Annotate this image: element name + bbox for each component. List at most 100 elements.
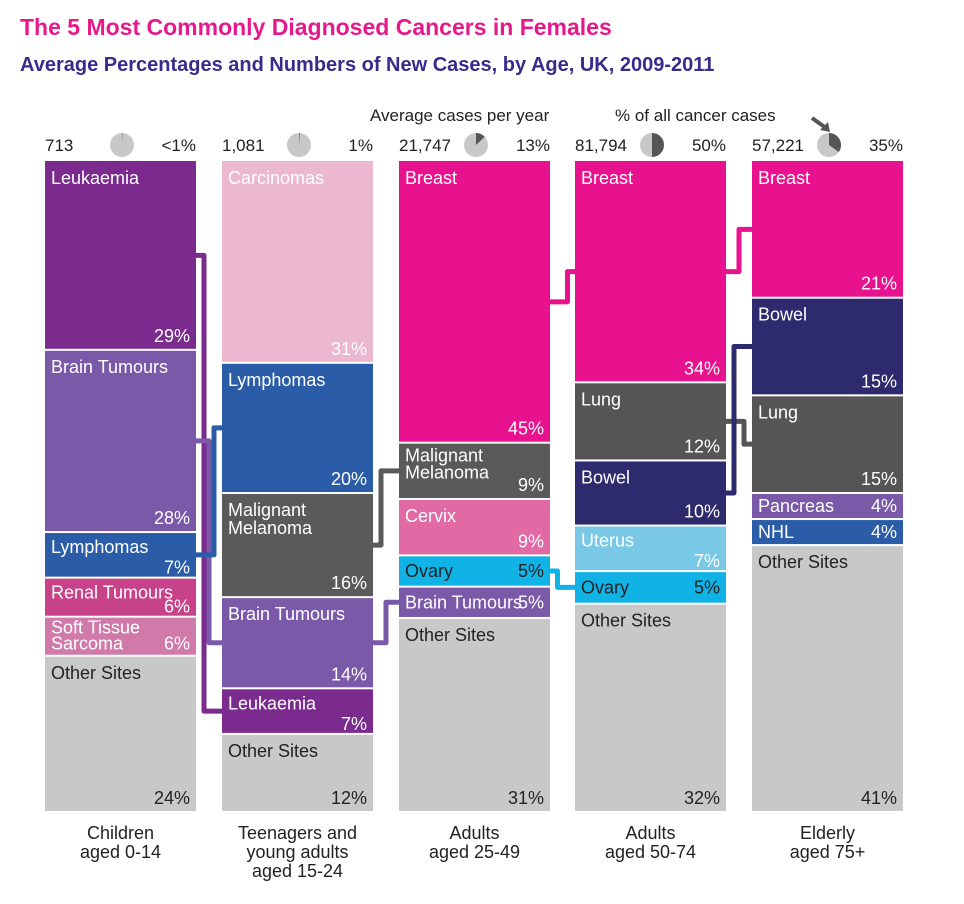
group-2-breast-bar bbox=[399, 161, 550, 442]
group-4-pancreas-bar bbox=[752, 494, 903, 519]
group-2-brain-tumours-bar bbox=[399, 587, 550, 617]
group-0-lymphomas-name: Lymphomas bbox=[51, 537, 148, 557]
group-0-leukaemia-pct: 29% bbox=[154, 326, 190, 346]
group-4-other-sites-name: Other Sites bbox=[758, 552, 848, 572]
group-3-bowel-bar bbox=[575, 461, 726, 525]
group-4-lung-bar bbox=[752, 396, 903, 493]
group-1-label-line-1: young adults bbox=[246, 842, 348, 862]
group-1-share-pie-slice bbox=[299, 133, 300, 145]
group-1-carcinomas-bar bbox=[222, 161, 373, 362]
group-4-label-line-0: Elderly bbox=[800, 823, 855, 843]
group-0-soft-tissue-sarcoma-pct: 6% bbox=[164, 634, 190, 654]
group-1-other-sites-name: Other Sites bbox=[228, 741, 318, 761]
group-4-share-pie-slice bbox=[829, 133, 841, 153]
group-0-other-sites-bar bbox=[45, 656, 196, 811]
group-0-share: <1% bbox=[162, 136, 197, 155]
group-0-lymphomas-bar bbox=[45, 533, 196, 577]
group-1-other-sites-pct: 12% bbox=[331, 788, 367, 808]
link-breast-3-4 bbox=[726, 226, 752, 275]
group-0-renal-tumours-pct: 6% bbox=[164, 597, 190, 617]
group-4-breast-name: Breast bbox=[758, 168, 810, 188]
group-3-other-sites-bar bbox=[575, 604, 726, 811]
group-2-malignant-melanoma-name-2: Melanoma bbox=[405, 463, 490, 483]
link-lymphomas-0-1 bbox=[196, 425, 222, 558]
group-2-malignant-melanoma-pct: 9% bbox=[518, 475, 544, 495]
link-ovary-2-3 bbox=[550, 568, 575, 590]
group-1-cases: 1,081 bbox=[222, 136, 265, 155]
group-0-renal-tumours-bar bbox=[45, 578, 196, 616]
group-1-leukaemia-pct: 7% bbox=[341, 714, 367, 734]
group-2-other-sites-pct: 31% bbox=[508, 788, 544, 808]
group-1-malignant-melanoma-name-1: Malignant bbox=[228, 500, 306, 520]
group-2-other-sites-name: Other Sites bbox=[405, 625, 495, 645]
group-4-lung-name: Lung bbox=[758, 402, 798, 422]
group-4-bowel-bar bbox=[752, 298, 903, 395]
group-2-cervix-bar bbox=[399, 500, 550, 555]
group-1-other-sites-bar bbox=[222, 734, 373, 811]
group-3-uterus-bar bbox=[575, 526, 726, 571]
group-3-label-line-1: aged 50-74 bbox=[605, 842, 696, 862]
group-1-label-line-0: Teenagers and bbox=[238, 823, 357, 843]
group-3-uterus-name: Uterus bbox=[581, 531, 634, 551]
group-4-lung-pct: 15% bbox=[861, 469, 897, 489]
group-3-breast-bar bbox=[575, 161, 726, 382]
group-0-label-line-1: aged 0-14 bbox=[80, 842, 161, 862]
group-3-cases: 81,794 bbox=[575, 136, 627, 155]
chart-subtitle: Average Percentages and Numbers of New C… bbox=[20, 54, 715, 76]
group-2-cervix-name: Cervix bbox=[405, 506, 456, 526]
group-4-label-line-1: aged 75+ bbox=[790, 842, 866, 862]
group-0-other-sites-name: Other Sites bbox=[51, 663, 141, 683]
group-2-ovary-pct: 5% bbox=[518, 561, 544, 581]
group-1-brain-tumours-bar bbox=[222, 598, 373, 688]
group-3-ovary-bar bbox=[575, 572, 726, 603]
group-3-label-line-0: Adults bbox=[625, 823, 675, 843]
group-0-leukaemia-bar bbox=[45, 161, 196, 349]
group-3-uterus-pct: 7% bbox=[694, 551, 720, 571]
group-2-cases: 21,747 bbox=[399, 136, 451, 155]
group-3-breast-pct: 34% bbox=[684, 358, 720, 378]
group-0-soft-tissue-sarcoma-name-2: Sarcoma bbox=[51, 634, 124, 654]
group-1-brain-tumours-pct: 14% bbox=[331, 664, 367, 684]
group-3-lung-name: Lung bbox=[581, 389, 621, 409]
group-4-pancreas-name: Pancreas bbox=[758, 496, 834, 516]
group-3-breast-name: Breast bbox=[581, 168, 633, 188]
group-3-ovary-pct: 5% bbox=[694, 577, 720, 597]
link-bowel-3-4 bbox=[726, 344, 752, 496]
pie-pointer-arrowhead bbox=[820, 122, 830, 132]
group-0-cases: 713 bbox=[45, 136, 73, 155]
percent-all-cases-header: % of all cancer cases bbox=[615, 106, 776, 125]
group-2-ovary-bar bbox=[399, 556, 550, 586]
chart-title: The 5 Most Commonly Diagnosed Cancers in… bbox=[20, 14, 612, 40]
group-4-breast-pct: 21% bbox=[861, 274, 897, 294]
link-brain-tumours-1-2 bbox=[373, 599, 399, 646]
group-0-brain-tumours-name: Brain Tumours bbox=[51, 357, 168, 377]
group-2-share-pie-slice bbox=[476, 133, 485, 145]
group-2-cervix-pct: 9% bbox=[518, 531, 544, 551]
group-1-malignant-melanoma-pct: 16% bbox=[331, 573, 367, 593]
group-0-other-sites-pct: 24% bbox=[154, 788, 190, 808]
group-2-ovary-name: Ovary bbox=[405, 561, 453, 581]
group-1-malignant-melanoma-bar bbox=[222, 494, 373, 597]
group-1-leukaemia-bar bbox=[222, 689, 373, 733]
link-brain-tumours-0-1 bbox=[196, 438, 222, 646]
group-3-ovary-name: Ovary bbox=[581, 577, 629, 597]
group-2-brain-tumours-name: Brain Tumours bbox=[405, 592, 522, 612]
group-0-brain-tumours-bar bbox=[45, 350, 196, 532]
group-3-other-sites-pct: 32% bbox=[684, 788, 720, 808]
group-4-other-sites-bar bbox=[752, 546, 903, 811]
group-2-breast-pct: 45% bbox=[508, 419, 544, 439]
group-4-bowel-name: Bowel bbox=[758, 305, 807, 325]
group-4-other-sites-pct: 41% bbox=[861, 788, 897, 808]
group-0-soft-tissue-sarcoma-name-1: Soft Tissue bbox=[51, 618, 140, 638]
group-0-renal-tumours-name: Renal Tumours bbox=[51, 583, 173, 603]
group-1-lymphomas-pct: 20% bbox=[331, 469, 367, 489]
group-1-lymphomas-bar bbox=[222, 363, 373, 493]
group-4-nhl-pct: 4% bbox=[871, 522, 897, 542]
group-3-lung-bar bbox=[575, 383, 726, 460]
group-0-soft-tissue-sarcoma-bar bbox=[45, 617, 196, 655]
link-leukaemia-0-1 bbox=[196, 252, 222, 714]
group-2-label-line-0: Adults bbox=[449, 823, 499, 843]
group-4-breast-bar bbox=[752, 161, 903, 297]
group-0-leukaemia-name: Leukaemia bbox=[51, 168, 140, 188]
group-3-bowel-name: Bowel bbox=[581, 467, 630, 487]
